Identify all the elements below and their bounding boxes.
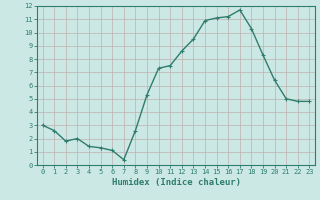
- X-axis label: Humidex (Indice chaleur): Humidex (Indice chaleur): [111, 178, 241, 187]
